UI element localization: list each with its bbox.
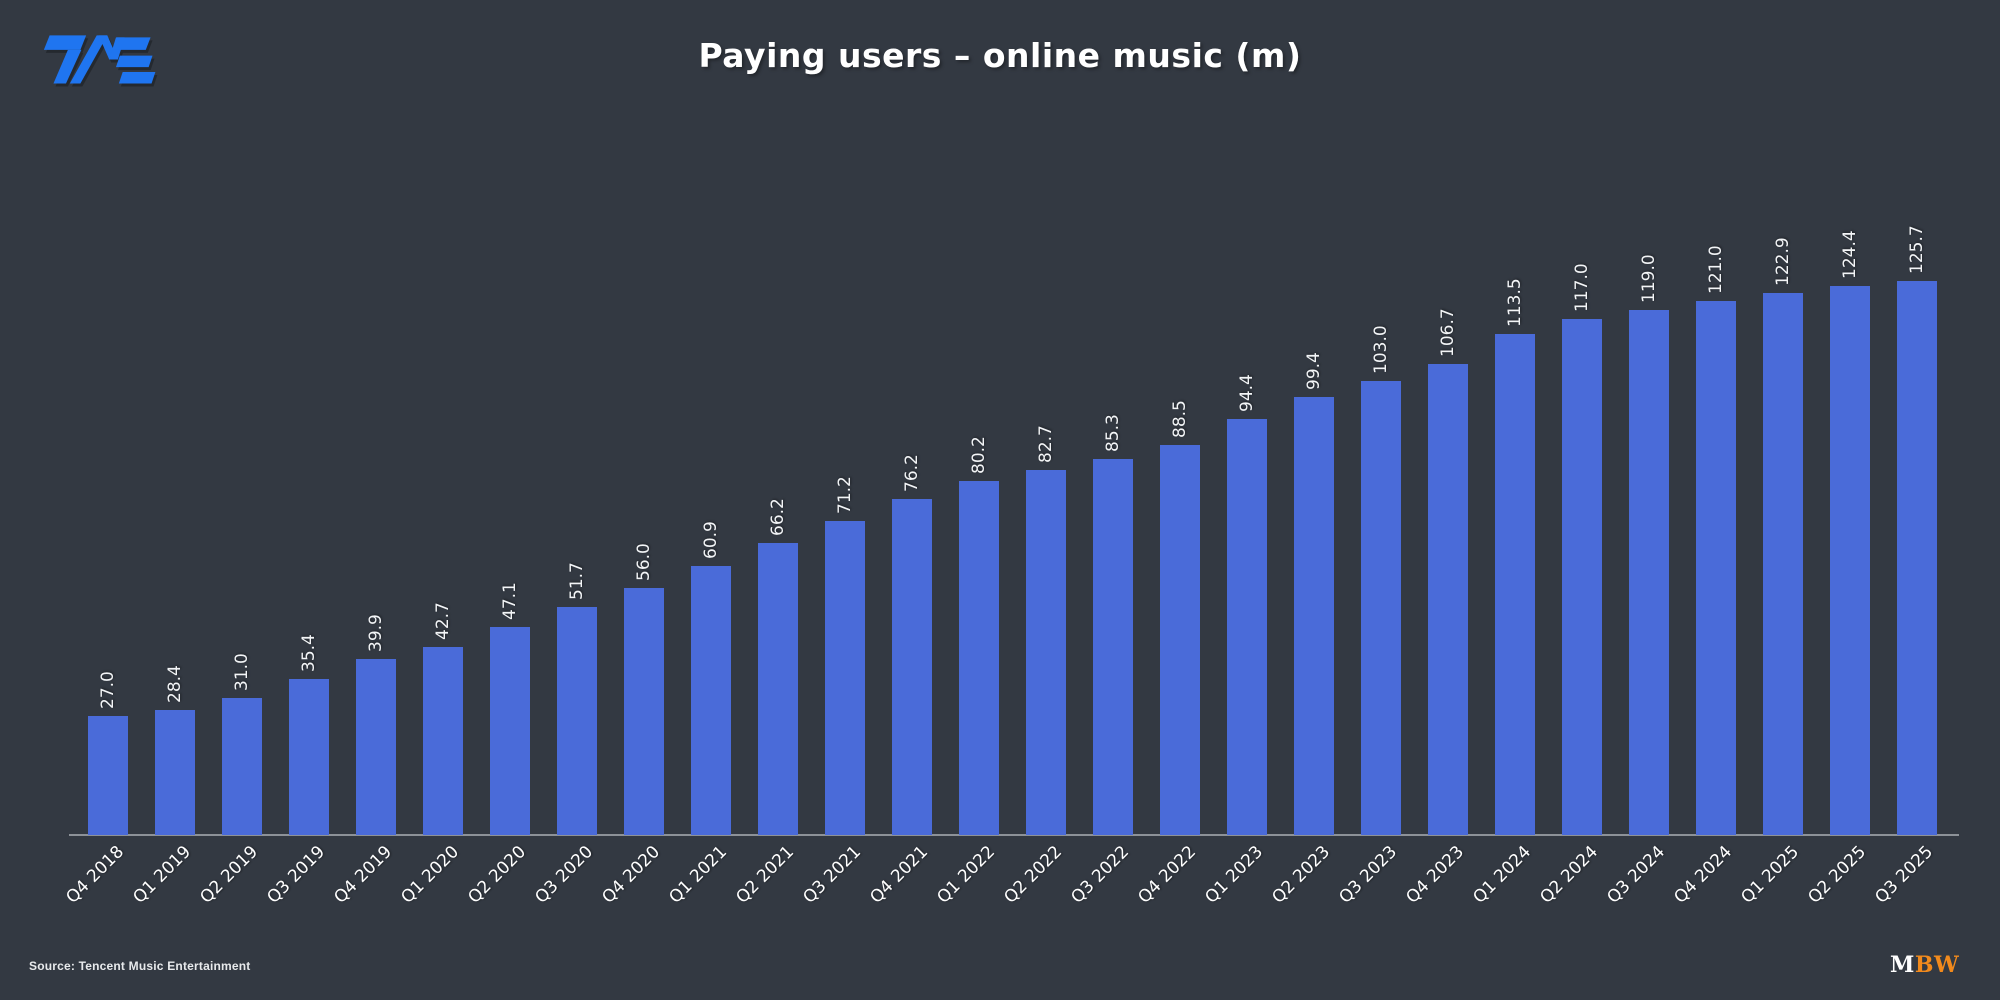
- bar: [87, 716, 128, 835]
- x-axis-label-text: Q2 2023: [1267, 842, 1334, 908]
- mbw-logo-bw: BW: [1914, 952, 1960, 978]
- mbw-logo: MBW: [1890, 952, 1959, 978]
- x-axis-label-text: Q2 2024: [1535, 842, 1602, 908]
- bar: [489, 627, 530, 835]
- bar-value-text: 82.7: [1035, 425, 1056, 463]
- bar: [1762, 293, 1803, 835]
- bar-value-text: 56.0: [633, 543, 654, 581]
- bar: [154, 710, 195, 835]
- tme-logo-t-stem: [53, 49, 82, 84]
- bar-value-text: 113.5: [1504, 278, 1525, 327]
- bar: [1896, 281, 1937, 835]
- bar-value-text: 119.0: [1638, 254, 1659, 303]
- x-axis-label-text: Q1 2021: [664, 842, 731, 908]
- tme-logo-e-mid: [115, 55, 153, 68]
- bar: [623, 588, 664, 835]
- x-axis-label-text: Q4 2021: [865, 842, 932, 908]
- bar-value-text: 103.0: [1370, 325, 1391, 374]
- bar-value-text: 117.0: [1571, 263, 1592, 312]
- x-axis-label-text: Q4 2018: [61, 842, 128, 908]
- bar-value-text: 66.2: [767, 498, 788, 536]
- x-axis-label-text: Q1 2023: [1200, 842, 1267, 908]
- x-axis-label-text: Q2 2020: [463, 842, 530, 908]
- bar: [1829, 286, 1870, 835]
- bar-value-text: 88.5: [1169, 400, 1190, 438]
- bar: [556, 607, 597, 835]
- x-axis-label-text: Q3 2019: [262, 842, 329, 908]
- x-axis-label-text: Q4 2019: [329, 842, 396, 908]
- bar-value-text: 106.7: [1437, 308, 1458, 357]
- bar-value-text: 47.1: [499, 582, 520, 620]
- bar: [690, 566, 731, 835]
- x-axis-label-text: Q3 2023: [1334, 842, 1401, 908]
- bar: [422, 647, 463, 835]
- tme-logo: [43, 35, 156, 84]
- bar: [824, 521, 865, 835]
- bar: [1226, 419, 1267, 835]
- bar: [1293, 397, 1334, 835]
- bar: [1695, 301, 1736, 835]
- x-axis-label-text: Q3 2021: [798, 842, 865, 908]
- x-axis-label-text: Q3 2024: [1602, 842, 1669, 908]
- bar: [891, 499, 932, 835]
- bar-value-text: 35.4: [298, 634, 319, 672]
- x-axis-label-text: Q1 2025: [1736, 842, 1803, 908]
- tme-logo-e-top: [112, 37, 151, 50]
- bar-value-text: 42.7: [432, 602, 453, 640]
- bar: [221, 698, 262, 835]
- bar-value-text: 122.9: [1772, 237, 1793, 286]
- x-axis-label-text: Q3 2025: [1870, 842, 1937, 908]
- x-axis-line: [69, 834, 1959, 836]
- x-axis-label-text: Q2 2019: [195, 842, 262, 908]
- chart-title: Paying users – online music (m): [698, 36, 1302, 75]
- bar: [1360, 381, 1401, 835]
- bar: [1561, 319, 1602, 835]
- x-axis-label-text: Q4 2024: [1669, 842, 1736, 908]
- bar-value-text: 125.7: [1906, 225, 1927, 274]
- bar-value-text: 28.4: [164, 665, 185, 703]
- x-axis-label-text: Q3 2022: [1066, 842, 1133, 908]
- x-axis-label-text: Q2 2025: [1803, 842, 1870, 908]
- bar-value-text: 60.9: [700, 521, 721, 559]
- bar-value-text: 27.0: [97, 671, 118, 709]
- bar-value-text: 99.4: [1303, 352, 1324, 390]
- bar: [1025, 470, 1066, 835]
- tme-logo-e-bottom: [118, 71, 156, 84]
- x-axis-label-text: Q4 2023: [1401, 842, 1468, 908]
- bar-value-text: 85.3: [1102, 414, 1123, 452]
- bar-value-text: 71.2: [834, 476, 855, 514]
- source-note: Source: Tencent Music Entertainment: [29, 959, 251, 973]
- bar-value-text: 51.7: [566, 562, 587, 600]
- bar: [1628, 310, 1669, 835]
- x-axis-label-text: Q2 2022: [999, 842, 1066, 908]
- bar: [757, 543, 798, 835]
- x-axis-label-text: Q2 2021: [731, 842, 798, 908]
- x-axis-label-text: Q1 2019: [128, 842, 195, 908]
- bar-value-text: 31.0: [231, 653, 252, 691]
- bar-value-text: 121.0: [1705, 245, 1726, 294]
- bar: [1494, 334, 1535, 835]
- bar-value-text: 94.4: [1236, 374, 1257, 412]
- bar: [1159, 445, 1200, 835]
- bar: [958, 481, 999, 835]
- bar: [355, 659, 396, 835]
- tme-logo-t-bar: [43, 35, 87, 50]
- x-axis-label-text: Q4 2022: [1133, 842, 1200, 908]
- bar-value-text: 39.9: [365, 614, 386, 652]
- x-axis-label-text: Q4 2020: [597, 842, 664, 908]
- bar-value-text: 76.2: [901, 454, 922, 492]
- mbw-logo-m: M: [1890, 952, 1915, 978]
- bar-value-text: 80.2: [968, 436, 989, 474]
- x-axis-label-text: Q1 2022: [932, 842, 999, 908]
- bar: [288, 679, 329, 835]
- bar-value-text: 124.4: [1839, 230, 1860, 279]
- tme-logo-m-leg: [69, 35, 108, 84]
- bar: [1092, 459, 1133, 835]
- x-axis-label-text: Q1 2020: [396, 842, 463, 908]
- x-axis-label-text: Q1 2024: [1468, 842, 1535, 908]
- bar: [1427, 364, 1468, 835]
- x-axis-label-text: Q3 2020: [530, 842, 597, 908]
